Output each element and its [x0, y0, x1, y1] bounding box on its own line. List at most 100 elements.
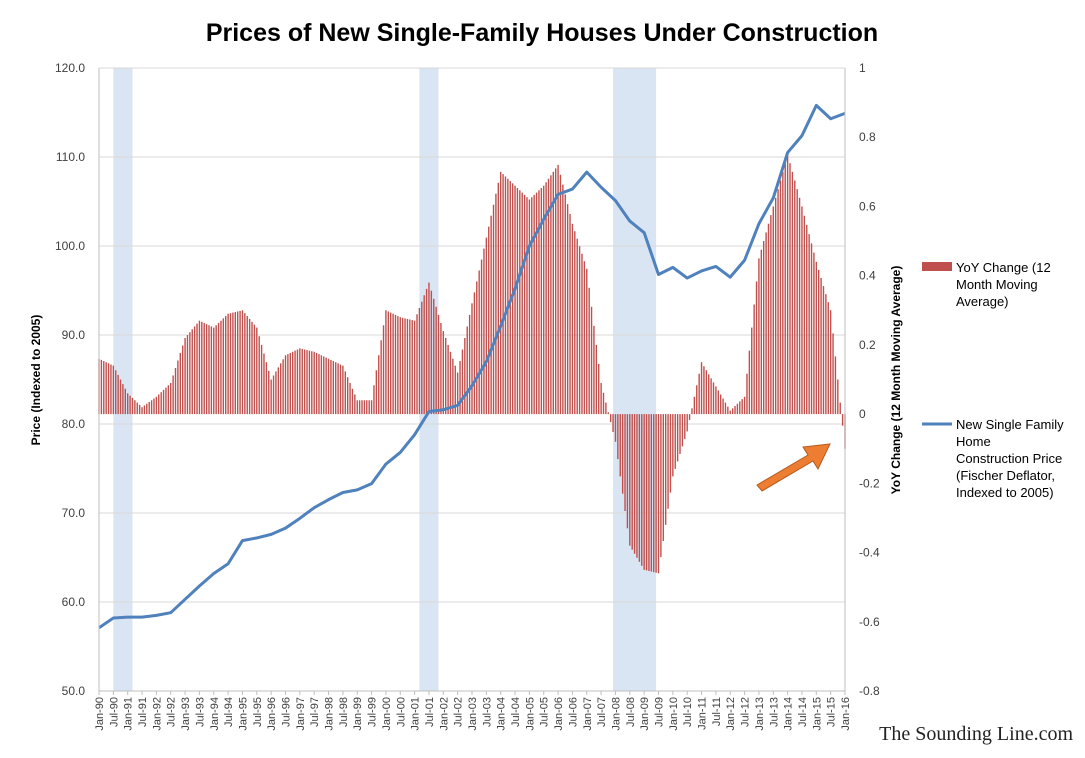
yoy-bar: [349, 383, 350, 414]
left-tick-label: 100.0: [55, 239, 85, 253]
yoy-bar: [105, 362, 106, 414]
yoy-bar: [462, 350, 463, 415]
yoy-bar: [801, 206, 802, 414]
yoy-bar: [514, 186, 515, 414]
yoy-bar: [407, 319, 408, 414]
yoy-bar: [132, 398, 133, 414]
x-tick-label: Jan-06: [553, 697, 565, 731]
x-tick-label: Jul-13: [768, 697, 780, 727]
yoy-bar: [292, 352, 293, 414]
yoy-bar: [780, 180, 781, 414]
yoy-bar: [667, 414, 668, 509]
yoy-bar: [392, 314, 393, 414]
yoy-bar: [414, 321, 415, 414]
yoy-bar: [737, 404, 738, 414]
yoy-bar: [361, 400, 362, 414]
yoy-bar: [598, 364, 599, 414]
yoy-bar: [577, 239, 578, 414]
yoy-bar: [467, 326, 468, 414]
yoy-bar: [309, 351, 310, 414]
x-tick-label: Jan-14: [783, 697, 795, 731]
yoy-bar: [641, 414, 642, 566]
yoy-bar: [651, 414, 652, 571]
yoy-bar: [538, 190, 539, 414]
yoy-bar: [500, 172, 501, 414]
yoy-bar: [400, 317, 401, 414]
x-tick-label: Jul-14: [797, 697, 809, 727]
right-tick-label: 1: [859, 61, 866, 75]
yoy-bar: [323, 356, 324, 414]
yoy-bar: [144, 405, 145, 414]
yoy-bar: [156, 397, 157, 414]
yoy-bar: [741, 399, 742, 414]
yoy-bar: [526, 197, 527, 414]
left-tick-label: 70.0: [62, 506, 86, 520]
yoy-bar: [223, 318, 224, 414]
yoy-bar: [180, 353, 181, 414]
yoy-bar: [423, 295, 424, 414]
yoy-bar: [730, 411, 731, 414]
x-tick-label: Jul-12: [740, 697, 752, 727]
yoy-bar: [775, 198, 776, 414]
yoy-bar: [627, 414, 628, 528]
x-tick-label: Jan-00: [381, 697, 393, 731]
yoy-bar: [151, 400, 152, 414]
yoy-bar: [837, 380, 838, 415]
yoy-bar: [337, 363, 338, 414]
yoy-bar: [204, 323, 205, 414]
yoy-bar: [507, 179, 508, 414]
yoy-bar: [686, 414, 687, 431]
yoy-bar: [409, 320, 410, 415]
yoy-bar: [419, 308, 420, 414]
x-tick-label: Jul-93: [194, 697, 206, 727]
x-tick-label: Jan-90: [94, 697, 106, 731]
yoy-bar: [376, 370, 377, 414]
yoy-bar: [182, 345, 183, 414]
x-tick-label: Jan-98: [324, 697, 336, 731]
yoy-bar: [366, 400, 367, 414]
yoy-bar: [808, 234, 809, 414]
yoy-bar: [689, 414, 690, 420]
yoy-bar: [450, 352, 451, 414]
yoy-bar: [285, 355, 286, 414]
yoy-bar: [199, 321, 200, 414]
yoy-bar: [522, 193, 523, 415]
yoy-bar: [696, 385, 697, 414]
yoy-bar: [270, 380, 271, 415]
x-tick-label: Jul-09: [654, 697, 666, 727]
x-tick-label: Jan-05: [524, 697, 536, 731]
x-tick-label: Jul-04: [510, 697, 522, 727]
yoy-bar: [753, 305, 754, 415]
yoy-bar: [318, 354, 319, 414]
yoy-bar: [443, 331, 444, 414]
yoy-bar: [663, 414, 664, 541]
yoy-bar: [294, 351, 295, 414]
yoy-bar: [574, 231, 575, 414]
yoy-bar: [412, 320, 413, 414]
yoy-bar: [622, 414, 623, 494]
x-tick-label: Jul-15: [826, 697, 838, 727]
yoy-bar: [187, 335, 188, 414]
yoy-bar: [553, 172, 554, 414]
yoy-bar: [395, 315, 396, 414]
legend-price-line: (Fischer Deflator,: [956, 468, 1055, 483]
legend-price-line: Construction Price: [956, 451, 1062, 466]
yoy-bar: [438, 315, 439, 414]
yoy-bar: [371, 400, 372, 414]
x-tick-label: Jan-94: [209, 697, 221, 731]
yoy-bar: [239, 311, 240, 414]
yoy-bar: [435, 307, 436, 414]
yoy-bar: [691, 408, 692, 414]
yoy-bar: [433, 299, 434, 414]
x-tick-label: Jan-09: [639, 697, 651, 731]
x-tick-label: Jan-97: [295, 697, 307, 731]
yoy-bar: [524, 195, 525, 414]
yoy-bar: [624, 414, 625, 511]
yoy-bar: [703, 366, 704, 414]
yoy-bar: [313, 352, 314, 414]
yoy-bar: [655, 414, 656, 573]
left-tick-label: 80.0: [62, 417, 86, 431]
yoy-bar: [256, 328, 257, 415]
yoy-bar: [457, 373, 458, 415]
